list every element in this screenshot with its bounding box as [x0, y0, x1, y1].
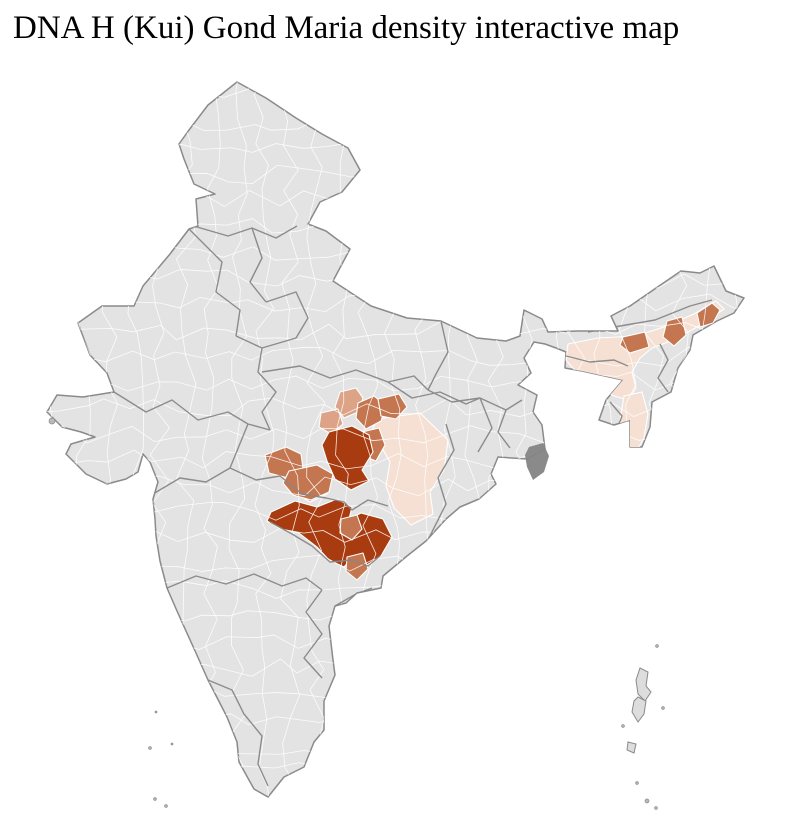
island-dot[interactable] — [635, 781, 639, 785]
district-cluster-central-west-medium[interactable] — [282, 464, 334, 501]
district-cluster-assam-upper-3[interactable] — [619, 331, 650, 354]
island-dot[interactable] — [621, 724, 625, 728]
island[interactable] — [635, 667, 652, 702]
island-dot[interactable] — [661, 706, 665, 710]
state-borders — [113, 225, 713, 787]
island-dot[interactable] — [153, 797, 157, 801]
island-dot[interactable] — [164, 804, 168, 808]
andaman-nicobar-islands — [626, 667, 652, 754]
island-dot[interactable] — [148, 746, 152, 750]
island-dots — [48, 417, 665, 810]
island-dot[interactable] — [644, 798, 650, 804]
island-dot[interactable] — [154, 710, 158, 714]
sundarbans-delta[interactable] — [525, 443, 549, 480]
district-cluster-south-dark-core[interactable] — [266, 498, 393, 568]
page-title: DNA H (Kui) Gond Maria density interacti… — [13, 10, 680, 46]
island[interactable] — [626, 741, 637, 754]
district-cluster-assam-upper-2[interactable] — [662, 316, 687, 347]
island-dot[interactable] — [654, 806, 658, 810]
island-dot[interactable] — [170, 742, 174, 746]
island-dot[interactable] — [48, 417, 56, 425]
island[interactable] — [631, 696, 647, 723]
island-dot[interactable] — [655, 644, 659, 648]
district-cluster-assam-upper-1[interactable] — [696, 302, 721, 328]
